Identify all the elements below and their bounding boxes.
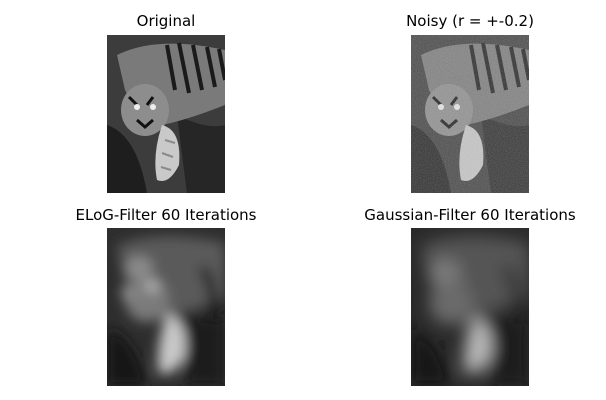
original-image xyxy=(107,35,225,193)
elog-filtered-image xyxy=(107,228,225,386)
noisy-image xyxy=(411,35,529,193)
panel-title-original: Original xyxy=(136,12,196,30)
panel-title-noisy: Noisy (r = +-0.2) xyxy=(406,12,534,30)
gaussian-filtered-image xyxy=(411,228,529,386)
panel-title-elog: ELoG-Filter 60 Iterations xyxy=(75,206,257,224)
panel-title-gaussian: Gaussian-Filter 60 Iterations xyxy=(364,206,576,224)
